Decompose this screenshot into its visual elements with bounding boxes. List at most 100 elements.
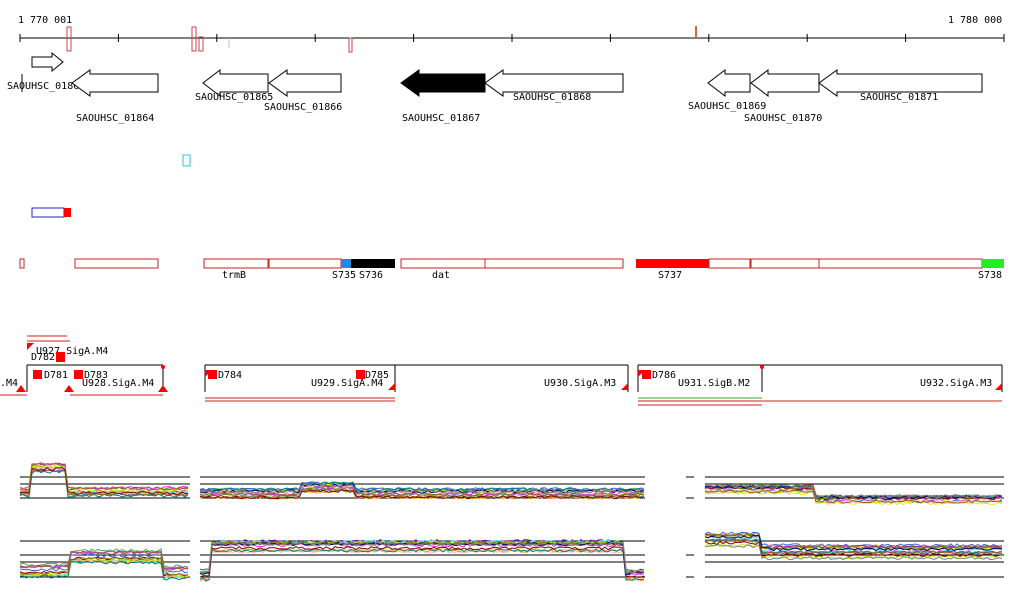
- gene-arrow-01865[interactable]: [202, 68, 269, 98]
- expression-profile-line: [19, 550, 189, 571]
- reg-label-d783[interactable]: D783: [84, 370, 108, 381]
- expression-profile-line: [19, 462, 189, 491]
- expression-profile-line: [19, 548, 189, 569]
- gene-label-01863[interactable]: SAOUHSC_01863: [7, 81, 85, 92]
- gene-label-01866[interactable]: SAOUHSC_01866: [264, 102, 342, 113]
- gene-arrow-01869[interactable]: [707, 68, 751, 98]
- feature-box[interactable]: [19, 258, 25, 269]
- reg-label-u928[interactable]: U928.SigA.M4: [82, 378, 154, 389]
- expression-profile-line: [704, 543, 1003, 560]
- gene-arrow-01867-selected[interactable]: [400, 69, 486, 97]
- gene-arrow-01866[interactable]: [268, 69, 342, 97]
- gene-arrow-01864[interactable]: [71, 69, 159, 97]
- expression-profile-line: [19, 558, 189, 579]
- gene-arrow-01871[interactable]: [818, 69, 983, 97]
- feature-box[interactable]: [818, 258, 983, 269]
- blue-outline-box[interactable]: [31, 207, 65, 218]
- reg-box[interactable]: [642, 370, 651, 379]
- feature-box[interactable]: [484, 258, 624, 269]
- feature-label-s738: S738: [978, 270, 1002, 281]
- ruler-ticks: [19, 34, 1005, 42]
- reg-box[interactable]: [356, 370, 365, 379]
- gene-label-01870[interactable]: SAOUHSC_01870: [744, 113, 822, 124]
- reg-corner-icon: [388, 383, 395, 390]
- gene-arrow-forward-icon[interactable]: [31, 51, 64, 73]
- reg-label-u932[interactable]: U932.SigA.M3: [920, 378, 992, 389]
- expression-profile-line: [19, 462, 189, 490]
- reg-corner-icon: [158, 385, 168, 392]
- feature-box-s735[interactable]: [341, 259, 351, 268]
- expression-profile-line: [19, 560, 189, 581]
- gene-label-01871[interactable]: SAOUHSC_01871: [860, 92, 938, 103]
- small-feature[interactable]: [31, 207, 71, 218]
- expression-profile-line: [199, 483, 645, 494]
- feature-track: trmB S735 S736 dat S737 S738: [19, 258, 1004, 281]
- feature-label-s736: S736: [359, 270, 383, 281]
- reg-corner-icon: [27, 343, 34, 350]
- ruler-marker: [198, 36, 204, 52]
- reg-label-m4[interactable]: .M4: [0, 378, 18, 389]
- feature-label-s737: S737: [658, 270, 682, 281]
- reg-label-d785[interactable]: D785: [365, 370, 389, 381]
- reg-label-d786[interactable]: D786: [652, 370, 676, 381]
- ruler-marker: [66, 26, 72, 52]
- reg-box[interactable]: [56, 352, 65, 362]
- gene-arrow-01868[interactable]: [484, 69, 624, 97]
- expression-profile-line: [704, 535, 1003, 552]
- expression-profile-line: [704, 538, 1003, 555]
- coordinate-ruler: 1 770 001 1 780 000: [18, 15, 1005, 53]
- ruler-marker: [348, 37, 353, 53]
- reg-label-d784[interactable]: D784: [218, 370, 242, 381]
- feature-box-s737[interactable]: [636, 259, 709, 268]
- reg-box[interactable]: [208, 370, 217, 379]
- reg-corner-icon: [621, 383, 628, 390]
- expression-profile-line: [19, 550, 189, 571]
- reg-label-u931[interactable]: U931.SigB.M2: [678, 378, 750, 389]
- expression-profile-line: [19, 556, 189, 576]
- expression-profile-line: [199, 541, 645, 575]
- regulatory-track: U927.SigA.M4 D782 .M4 D781 D783 U928.Sig…: [0, 335, 1003, 406]
- cyan-marker[interactable]: [182, 154, 191, 167]
- gene-label-01868[interactable]: SAOUHSC_01868: [513, 92, 591, 103]
- reg-label-d782[interactable]: D782: [31, 352, 55, 363]
- expression-profile-line: [19, 553, 189, 574]
- feature-box-trmb[interactable]: [203, 258, 269, 269]
- reg-label-u927[interactable]: U927.SigA.M4: [36, 346, 108, 357]
- gene-arrow-01870[interactable]: [750, 68, 820, 98]
- ruler-start-label: 1 770 001: [18, 15, 72, 26]
- reg-corner-icon: [16, 385, 26, 392]
- reg-label-u929[interactable]: U929.SigA.M4: [311, 378, 383, 389]
- expression-profile-line: [199, 481, 645, 492]
- expression-profile-line: [19, 468, 189, 497]
- reg-label-d781[interactable]: D781: [44, 370, 68, 381]
- expression-profile-line: [704, 540, 1003, 558]
- reg-label-u930[interactable]: U930.SigA.M3: [544, 378, 616, 389]
- gene-track: SAOUHSC_01863 SAOUHSC_01864 SAOUHSC_0186…: [7, 51, 983, 124]
- feature-box-s736[interactable]: [351, 259, 395, 268]
- feature-box[interactable]: [268, 258, 342, 269]
- feature-box[interactable]: [708, 258, 751, 269]
- feature-label-dat: dat: [432, 270, 450, 281]
- reg-box[interactable]: [33, 370, 42, 379]
- gene-label-01864[interactable]: SAOUHSC_01864: [76, 113, 154, 124]
- ruler-marker: [191, 26, 197, 52]
- expression-profile-line: [704, 489, 1003, 504]
- feature-box[interactable]: [74, 258, 159, 269]
- reg-corner-icon: [995, 383, 1002, 390]
- feature-box[interactable]: [750, 258, 820, 269]
- gene-label-01867[interactable]: SAOUHSC_01867: [402, 113, 480, 124]
- feature-box-dat[interactable]: [400, 258, 486, 269]
- expression-profile-line: [199, 547, 645, 582]
- expression-tracks: [19, 462, 1004, 583]
- gene-label-01865[interactable]: SAOUHSC_01865: [195, 92, 273, 103]
- red-end-box[interactable]: [64, 208, 71, 217]
- gene-label-01869[interactable]: SAOUHSC_01869: [688, 101, 766, 112]
- feature-label-s735: S735: [332, 270, 356, 281]
- reg-dot: [760, 365, 764, 369]
- expression-profile-line: [704, 484, 1003, 499]
- ruler-end-label: 1 780 000: [948, 15, 1002, 26]
- feature-box-s738[interactable]: [982, 259, 1004, 268]
- expression-profile-line: [199, 485, 645, 496]
- expression-profile-line: [19, 466, 189, 495]
- reg-box[interactable]: [74, 370, 83, 379]
